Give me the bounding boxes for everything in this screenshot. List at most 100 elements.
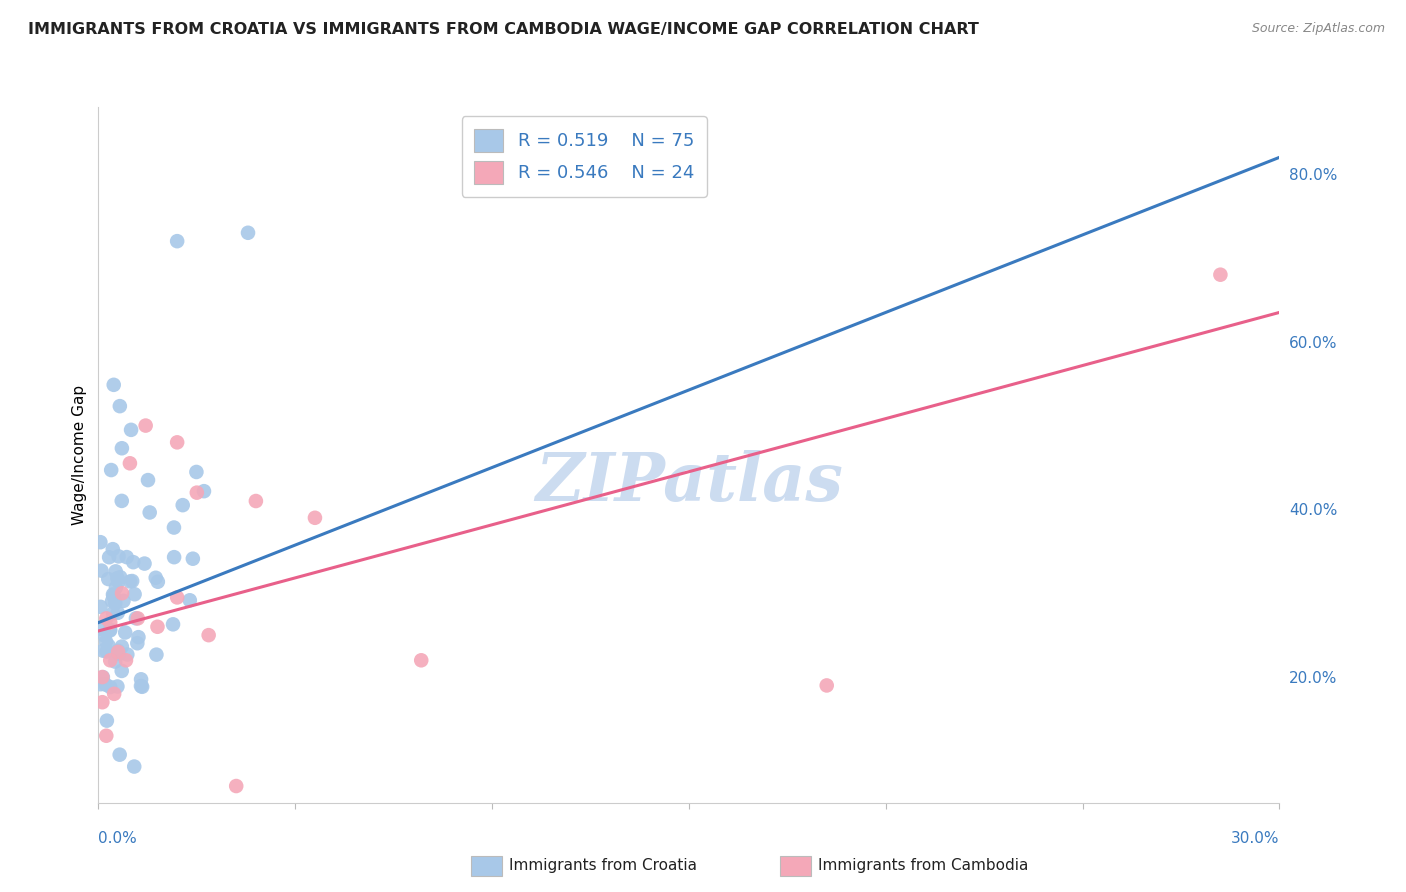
Point [107, 645, 129, 659]
Point [96, 611, 118, 625]
Point [125, 611, 148, 625]
Text: 0.0%: 0.0% [98, 831, 138, 847]
Point [166, 435, 188, 450]
Point [120, 423, 142, 437]
Point [197, 628, 219, 642]
Point [100, 463, 122, 477]
Point [97, 639, 120, 653]
Point [129, 673, 152, 687]
Point [122, 555, 145, 569]
Text: 30.0%: 30.0% [1232, 831, 1279, 847]
Point [146, 620, 169, 634]
Point [96, 729, 118, 743]
Point [111, 494, 134, 508]
Point [103, 687, 125, 701]
Point [186, 485, 208, 500]
Point [98, 623, 121, 637]
Point [127, 630, 149, 644]
Point [115, 653, 138, 667]
Point [225, 779, 247, 793]
Point [90, 564, 112, 578]
Text: Immigrants from Croatia: Immigrants from Croatia [509, 858, 697, 872]
Point [124, 587, 146, 601]
Point [108, 399, 131, 413]
Point [105, 571, 128, 585]
Point [110, 570, 132, 584]
Point [111, 442, 134, 456]
Point [91, 670, 114, 684]
Point [1209, 268, 1232, 282]
Text: IMMIGRANTS FROM CROATIA VS IMMIGRANTS FROM CAMBODIA WAGE/INCOME GAP CORRELATION : IMMIGRANTS FROM CROATIA VS IMMIGRANTS FR… [28, 22, 979, 37]
Point [101, 594, 124, 608]
Point [104, 581, 127, 595]
Point [98, 615, 121, 630]
Point [94, 678, 117, 692]
Point [163, 520, 186, 534]
Point [91, 643, 114, 657]
Point [163, 550, 186, 565]
Point [166, 591, 188, 605]
Point [107, 574, 129, 589]
Point [236, 226, 259, 240]
Point [186, 465, 208, 479]
Point [89, 535, 111, 549]
Point [166, 234, 188, 248]
Text: ZIPatlas: ZIPatlas [536, 450, 842, 516]
Point [98, 550, 121, 565]
Point [245, 494, 267, 508]
Point [103, 377, 125, 392]
Point [146, 574, 169, 589]
Point [129, 679, 152, 693]
Point [108, 647, 131, 661]
Point [96, 714, 118, 728]
Point [120, 574, 142, 589]
Point [117, 648, 139, 662]
Point [90, 599, 112, 614]
Point [118, 456, 141, 470]
Point [98, 624, 121, 638]
Point [304, 510, 326, 524]
Point [103, 589, 125, 603]
Point [145, 571, 167, 585]
Point [107, 549, 129, 564]
Y-axis label: Wage/Income Gap: Wage/Income Gap [72, 384, 87, 525]
Point [96, 644, 118, 658]
Point [193, 484, 215, 499]
Point [127, 636, 149, 650]
Point [104, 596, 127, 610]
Point [108, 747, 131, 762]
Point [107, 606, 129, 620]
Point [97, 572, 120, 586]
Point [101, 587, 124, 601]
Text: Source: ZipAtlas.com: Source: ZipAtlas.com [1251, 22, 1385, 36]
Legend: R = 0.519    N = 75, R = 0.546    N = 24: R = 0.519 N = 75, R = 0.546 N = 24 [461, 116, 707, 197]
Point [181, 551, 204, 566]
Point [111, 664, 134, 678]
Point [162, 617, 184, 632]
Point [131, 680, 153, 694]
Point [107, 644, 129, 658]
Point [89, 677, 111, 691]
Point [138, 506, 160, 520]
Point [112, 594, 135, 608]
Text: Immigrants from Cambodia: Immigrants from Cambodia [818, 858, 1029, 872]
Point [91, 695, 114, 709]
Point [114, 625, 136, 640]
Point [135, 418, 157, 433]
Point [136, 473, 159, 487]
Point [172, 498, 194, 512]
Point [101, 542, 124, 557]
Point [98, 653, 121, 667]
Point [145, 648, 167, 662]
Point [115, 550, 138, 565]
Point [104, 655, 127, 669]
Point [111, 586, 134, 600]
Point [107, 680, 129, 694]
Point [121, 574, 143, 588]
Point [91, 670, 114, 684]
Point [411, 653, 433, 667]
Point [93, 629, 115, 643]
Point [89, 622, 111, 636]
Point [94, 634, 117, 648]
Point [179, 593, 201, 607]
